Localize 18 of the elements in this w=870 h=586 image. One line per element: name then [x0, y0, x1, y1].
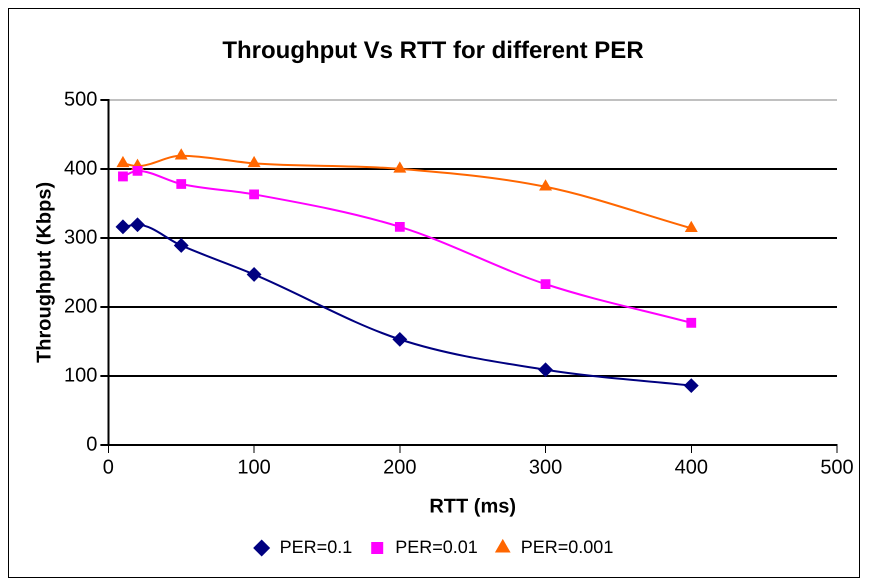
legend-label: PER=0.001: [520, 536, 614, 557]
x-tick-label: 400: [674, 456, 708, 479]
y-tick-label: 300: [64, 226, 98, 248]
y-tick-label: 100: [64, 364, 98, 386]
x-tick-label: 300: [528, 456, 562, 479]
x-tick-label: 200: [383, 456, 417, 479]
legend-label: PER=0.1: [280, 536, 352, 557]
y-tick-label: 500: [64, 88, 98, 110]
y-tick-label: 400: [64, 157, 98, 180]
legend-label: PER=0.01: [395, 536, 478, 557]
x-tick-label: 500: [820, 456, 854, 479]
x-tick-label: 0: [102, 456, 114, 479]
y-tick-label: 200: [64, 295, 98, 318]
y-axis-title: Throughput (Kbps): [34, 182, 56, 363]
x-axis-title: RTT (ms): [429, 496, 516, 518]
chart-title: Throughput Vs RTT for different PER: [222, 37, 644, 64]
x-tick-label: 100: [237, 456, 271, 479]
y-tick-label: 0: [86, 434, 98, 456]
